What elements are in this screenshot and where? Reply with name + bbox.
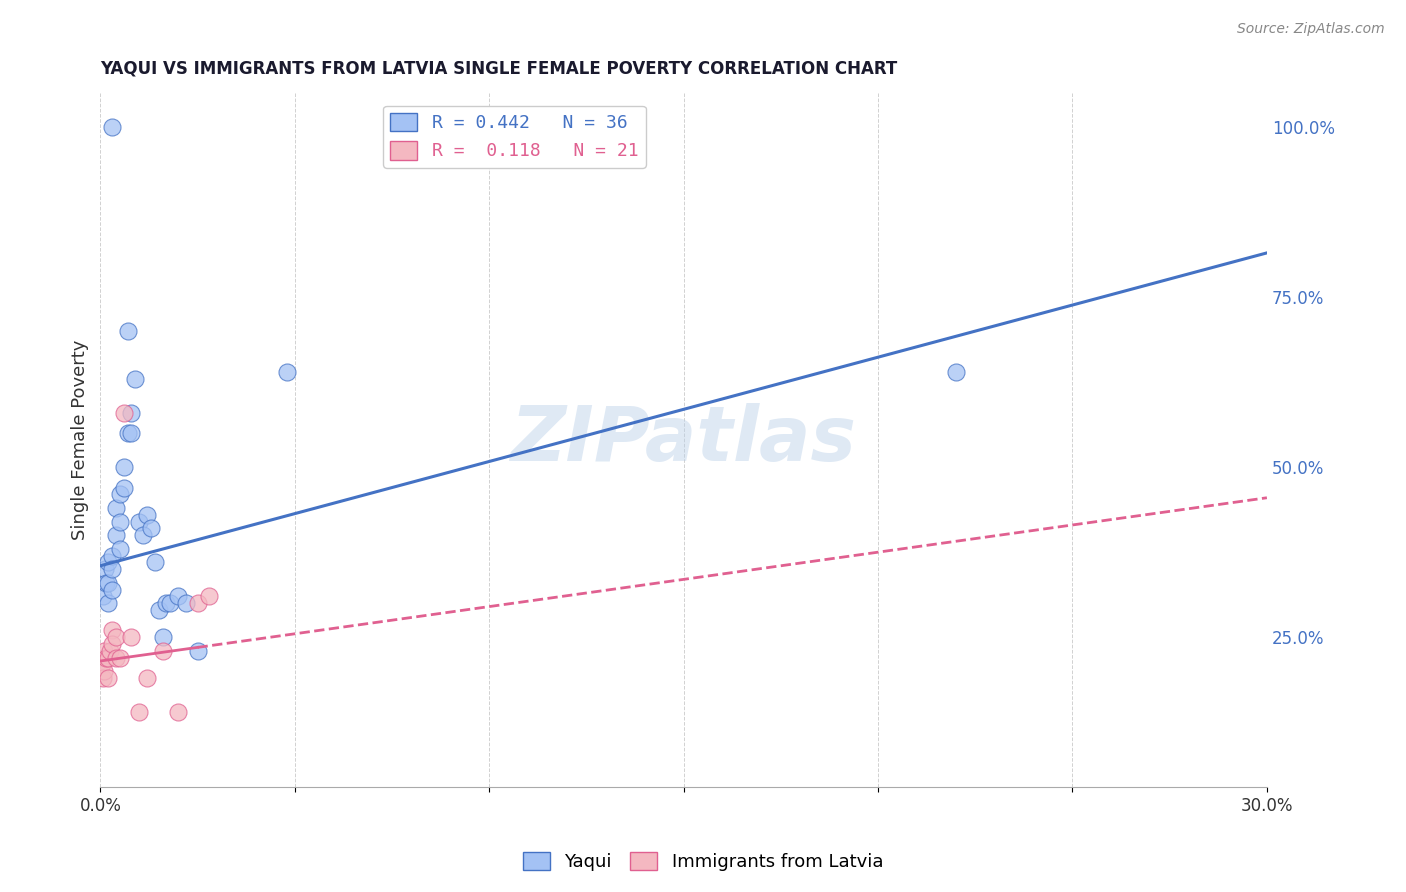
Point — [98, 644, 121, 658]
Point — [187, 644, 209, 658]
Legend: Yaqui, Immigrants from Latvia: Yaqui, Immigrants from Latvia — [516, 845, 890, 879]
Point — [96, 650, 118, 665]
Point — [174, 596, 197, 610]
Point — [159, 596, 181, 610]
Point — [136, 508, 159, 522]
Point — [97, 671, 120, 685]
Point — [155, 596, 177, 610]
Point — [91, 657, 114, 672]
Point — [97, 650, 120, 665]
Point — [101, 549, 124, 563]
Point — [117, 426, 139, 441]
Point — [97, 596, 120, 610]
Point — [94, 562, 117, 576]
Point — [108, 487, 131, 501]
Point — [96, 575, 118, 590]
Point — [93, 644, 115, 658]
Point — [139, 521, 162, 535]
Point — [167, 705, 190, 719]
Point — [120, 406, 142, 420]
Point — [101, 624, 124, 638]
Point — [112, 460, 135, 475]
Point — [148, 603, 170, 617]
Point — [112, 406, 135, 420]
Point — [276, 365, 298, 379]
Point — [120, 426, 142, 441]
Point — [97, 575, 120, 590]
Point — [101, 582, 124, 597]
Point — [128, 515, 150, 529]
Point — [120, 630, 142, 644]
Point — [104, 650, 127, 665]
Point — [101, 562, 124, 576]
Point — [93, 664, 115, 678]
Point — [152, 630, 174, 644]
Point — [167, 590, 190, 604]
Point — [132, 528, 155, 542]
Point — [128, 705, 150, 719]
Text: YAQUI VS IMMIGRANTS FROM LATVIA SINGLE FEMALE POVERTY CORRELATION CHART: YAQUI VS IMMIGRANTS FROM LATVIA SINGLE F… — [100, 60, 897, 78]
Point — [101, 637, 124, 651]
Text: Source: ZipAtlas.com: Source: ZipAtlas.com — [1237, 22, 1385, 37]
Point — [187, 596, 209, 610]
Point — [97, 555, 120, 569]
Point — [198, 590, 221, 604]
Point — [104, 630, 127, 644]
Y-axis label: Single Female Poverty: Single Female Poverty — [72, 340, 89, 541]
Text: ZIPatlas: ZIPatlas — [510, 403, 856, 477]
Point — [117, 324, 139, 338]
Point — [152, 644, 174, 658]
Point — [136, 671, 159, 685]
Point — [108, 541, 131, 556]
Point — [143, 555, 166, 569]
Point — [93, 671, 115, 685]
Point — [101, 120, 124, 134]
Point — [124, 372, 146, 386]
Point — [108, 515, 131, 529]
Point — [104, 500, 127, 515]
Point — [112, 481, 135, 495]
Point — [945, 365, 967, 379]
Point — [108, 650, 131, 665]
Point — [93, 590, 115, 604]
Legend: R = 0.442   N = 36, R =  0.118   N = 21: R = 0.442 N = 36, R = 0.118 N = 21 — [384, 105, 645, 168]
Point — [104, 528, 127, 542]
